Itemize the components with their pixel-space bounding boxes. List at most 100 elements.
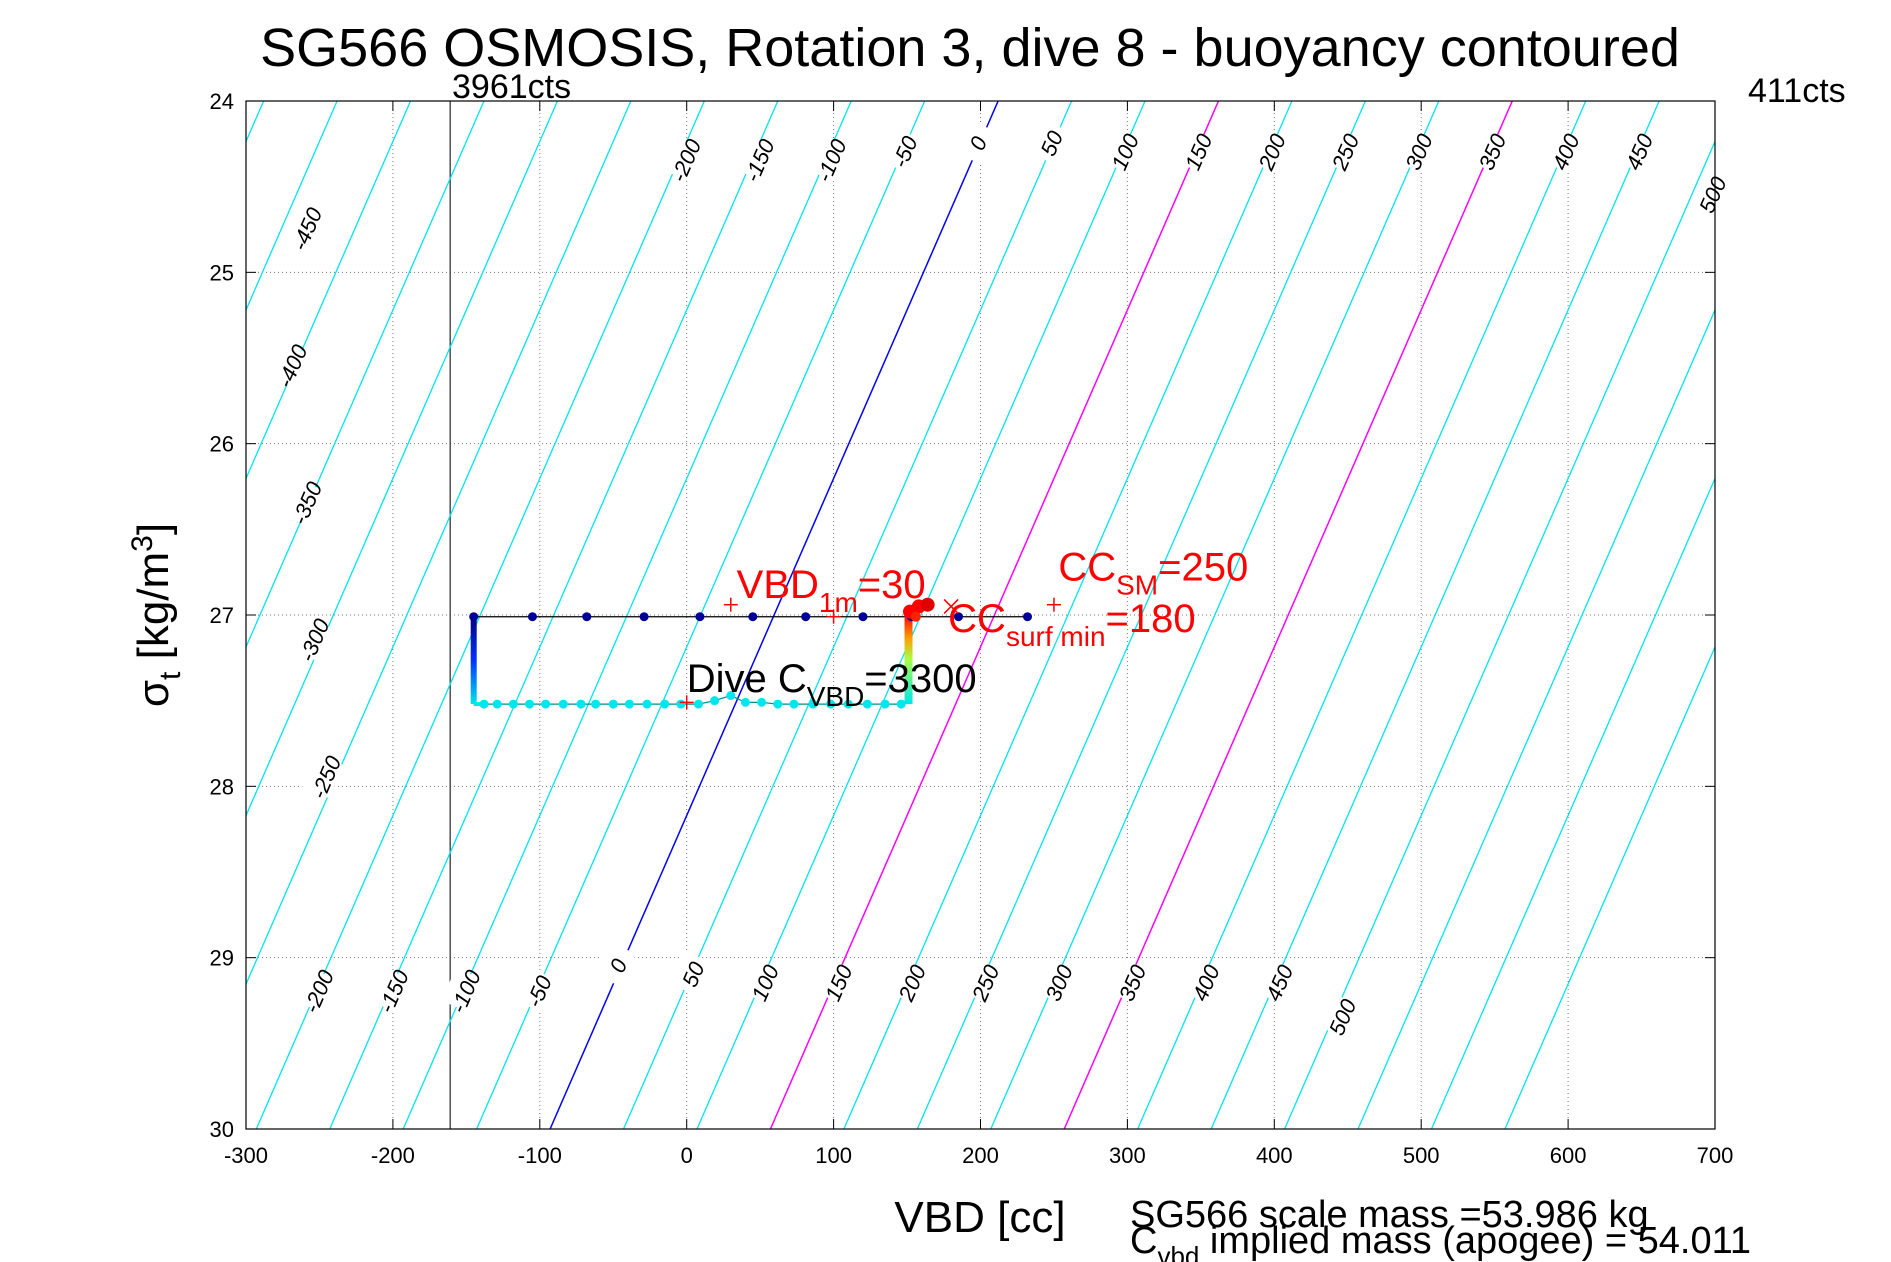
data-point <box>527 612 537 622</box>
contour-label-mask <box>669 950 712 996</box>
x-tick-label: 700 <box>1697 1143 1734 1168</box>
data-point <box>858 612 868 622</box>
contour-label-mask <box>282 205 325 251</box>
descent-trace <box>470 616 477 705</box>
data-point <box>608 699 618 709</box>
grid <box>246 101 1715 1129</box>
data-point <box>642 699 652 709</box>
contour-label-mask <box>290 616 333 662</box>
data-point <box>710 696 720 706</box>
contour-label-mask <box>282 479 325 525</box>
surface-cluster-point <box>910 611 921 622</box>
contour-line <box>1137 101 1587 1129</box>
data-point <box>862 699 872 709</box>
annotation-main: CC <box>1058 546 1116 590</box>
y-axis-label-main: σ <box>129 680 178 707</box>
limit-min-label: 3961cts <box>452 68 571 106</box>
annotation-sub: surf min <box>1006 621 1106 652</box>
annotation-main: CC <box>948 597 1006 641</box>
data-point <box>479 699 489 709</box>
y-tick-label: 30 <box>210 1117 234 1142</box>
y-tick-label: 26 <box>210 432 234 457</box>
data-point <box>789 699 799 709</box>
contour-label-mask <box>1688 170 1731 216</box>
contour-line <box>990 101 1440 1129</box>
contour-label-mask <box>735 136 778 182</box>
x-tick-label: 300 <box>1109 1143 1146 1168</box>
data-point <box>492 699 502 709</box>
contour-label: -100 <box>445 966 486 1017</box>
contour-label-mask <box>888 959 931 1005</box>
data-point <box>541 699 551 709</box>
contour-label-mask <box>441 967 484 1013</box>
y-tick-label: 29 <box>210 946 234 971</box>
contour-label: -100 <box>811 135 852 186</box>
annotation-vbd1m: VBD1m=30 <box>737 563 926 618</box>
contour-line <box>1430 476 1715 1129</box>
annotation-tail: =3300 <box>864 657 976 701</box>
footer-implied-mass-main: C <box>1130 1220 1157 1262</box>
data-points <box>469 597 1033 709</box>
data-point <box>660 699 670 709</box>
contour-label-mask <box>1615 128 1658 174</box>
data-point <box>757 697 767 707</box>
y-axis-label-sup: 3 <box>126 535 159 552</box>
contour-label: 250 <box>1326 129 1364 174</box>
contour-label-mask <box>1181 959 1224 1005</box>
contour-label-mask <box>301 753 344 799</box>
contour-labels: -450-200 -150 -100 -50 0 50 100 150 200 250 300 350… <box>268 119 1732 1039</box>
contour-label-mask <box>1027 119 1070 165</box>
footer-scale-mass: SG566 scale mass =53.986 kg <box>1130 1194 1649 1236</box>
data-point <box>748 612 758 622</box>
limit-max-label: 411cts <box>1748 72 1846 110</box>
contour-line <box>769 101 1220 1129</box>
y-tick-label: 25 <box>210 260 234 285</box>
contour-line <box>402 101 852 1129</box>
contour-line <box>1063 101 1513 1129</box>
x-axis-ticks: -300 -200 -100 0 100 200 300 400 500 600 700 <box>224 101 1733 1168</box>
y-tick-label: 28 <box>210 774 234 799</box>
contour-label: -200 <box>666 135 707 186</box>
footer-implied-mass: Cvbd implied mass (apogee) = 54.011 <box>1130 1220 1751 1262</box>
x-tick-label: 400 <box>1256 1143 1293 1168</box>
cross-marker <box>943 598 959 614</box>
contour-label-mask <box>1108 959 1151 1005</box>
data-point <box>726 691 736 701</box>
data-point <box>1023 612 1033 622</box>
contour-label-mask <box>1248 128 1290 174</box>
annotation-sub: SM <box>1116 570 1158 601</box>
footer-implied-mass-sub: vbd <box>1157 1241 1199 1262</box>
contour-line <box>696 101 1146 1129</box>
footer-implied-mass-tail: implied mass (apogee) = 54.011 <box>1199 1220 1751 1262</box>
data-point <box>808 699 818 709</box>
contour-line <box>246 101 338 312</box>
contour-line <box>255 101 705 1129</box>
y-axis-label-units: [kg/m <box>129 552 178 672</box>
contour-label-mask <box>369 967 412 1013</box>
contour-label-mask <box>1174 128 1217 174</box>
contour-label-mask <box>1321 128 1364 174</box>
y-tick-label: 24 <box>210 89 234 114</box>
contour-line <box>246 101 485 649</box>
data-point <box>826 699 836 709</box>
data-point <box>953 612 963 622</box>
contour-label-mask <box>954 119 997 165</box>
contour-label-mask <box>1318 993 1361 1039</box>
data-point <box>676 699 686 709</box>
contour-label-mask <box>515 967 557 1013</box>
data-point <box>508 699 518 709</box>
annotation-tail: =30 <box>858 563 926 607</box>
x-tick-label: 100 <box>815 1143 852 1168</box>
x-tick-label: -100 <box>518 1143 562 1168</box>
data-point <box>695 612 705 622</box>
data-point <box>740 697 750 707</box>
contour-label-mask <box>1035 959 1077 1005</box>
contour-label-mask <box>807 136 850 182</box>
x-tick-label: 500 <box>1403 1143 1440 1168</box>
contour-line <box>1357 308 1715 1129</box>
data-point <box>693 699 703 709</box>
contour-label-mask <box>880 128 923 174</box>
contour-label: -250 <box>306 751 347 802</box>
